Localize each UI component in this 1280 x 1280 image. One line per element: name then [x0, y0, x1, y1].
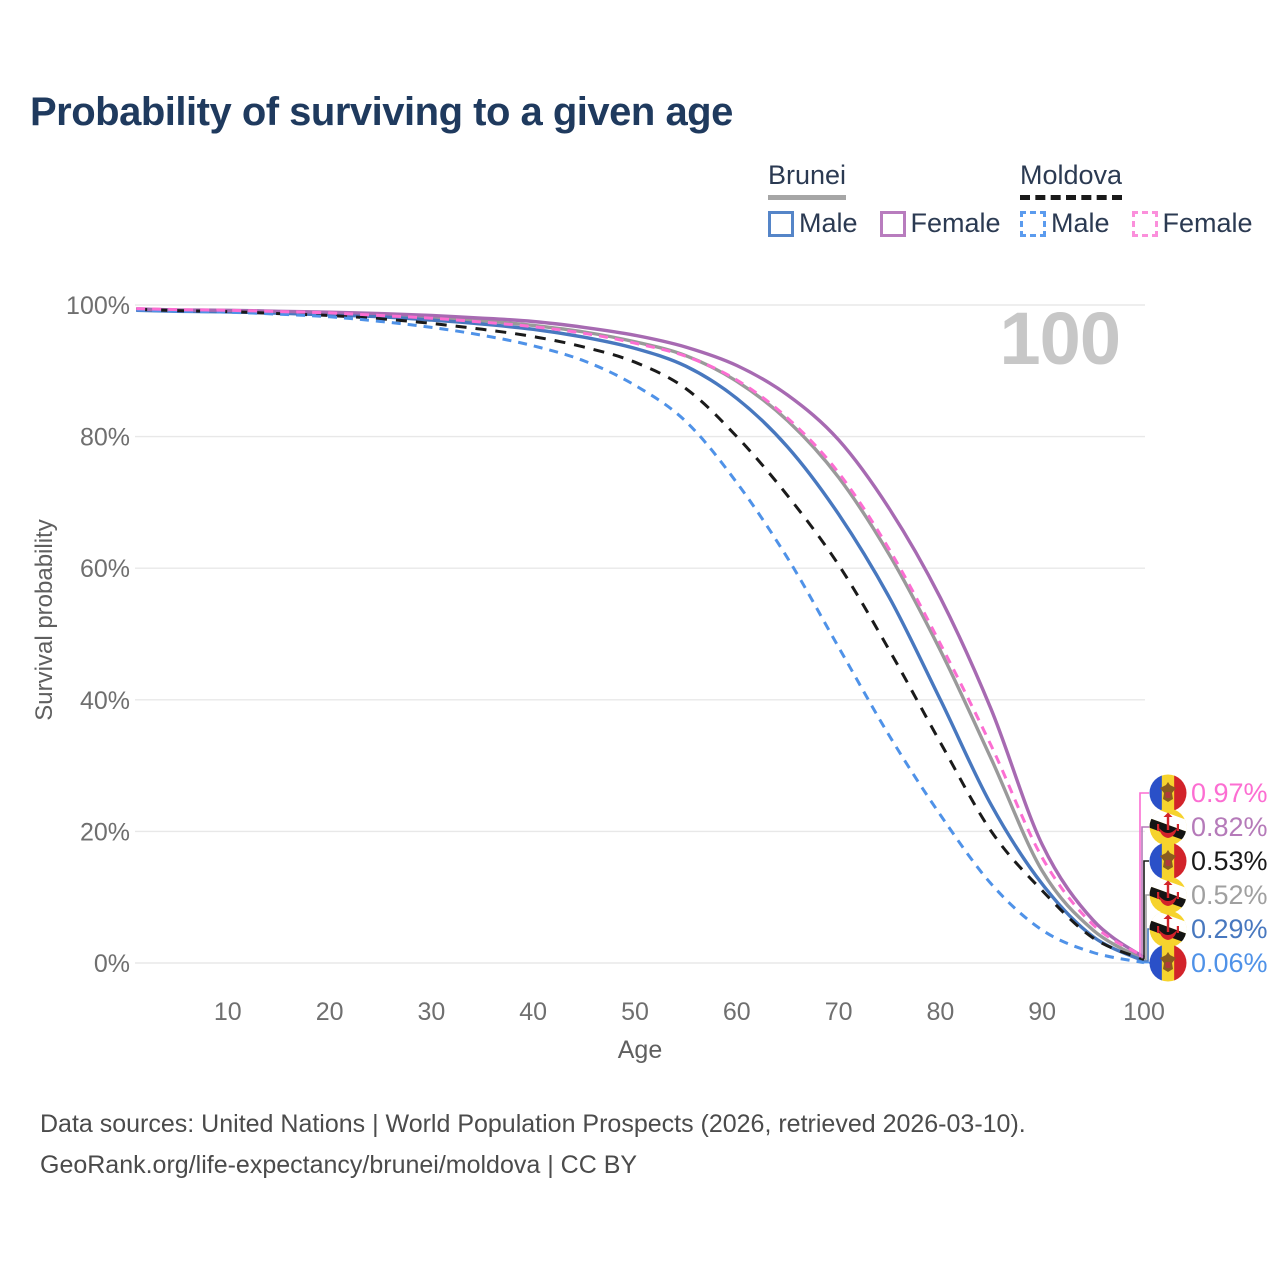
- y-tick-label-80: 80%: [80, 424, 130, 452]
- x-axis-title: Age: [617, 1036, 663, 1064]
- x-tick-label-20: 20: [316, 998, 344, 1026]
- legend-item-brunei-male[interactable]: Male: [768, 208, 858, 239]
- legend-item-label: Male: [1051, 208, 1110, 238]
- end-label-value-brunei-female: 0.82%: [1191, 812, 1268, 842]
- series-line-moldova-male[interactable]: [136, 308, 1145, 965]
- end-label-value-moldova-both: 0.53%: [1191, 846, 1268, 876]
- end-label-connector-brunei-both: [1144, 894, 1149, 961]
- x-tick-label-80: 80: [926, 998, 954, 1026]
- legend-item-moldova-female[interactable]: Female: [1131, 208, 1253, 239]
- end-label-connector-moldova-both: [1143, 860, 1149, 960]
- legend-group-moldova: Moldova Male Female: [1020, 160, 1253, 239]
- legend-swatch-moldova-male-icon: [1020, 210, 1046, 237]
- legend-items-brunei: Male Female: [768, 208, 1001, 239]
- legend-item-label: Female: [1162, 208, 1253, 238]
- footer-data-sources: Data sources: United Nations | World Pop…: [40, 1110, 1026, 1138]
- legend-swatch-brunei-female-icon: [879, 210, 906, 237]
- flag-brunei-icon: [1149, 910, 1187, 948]
- x-tick-label-30: 30: [417, 998, 445, 1026]
- x-tick-label-90: 90: [1028, 998, 1056, 1026]
- legend-group-brunei: Brunei Male Female: [768, 160, 1001, 239]
- age-counter-watermark: 100: [999, 297, 1121, 380]
- legend-item-brunei-female[interactable]: Female: [879, 208, 1001, 239]
- legend-items-moldova: Male Female: [1020, 208, 1253, 239]
- series-line-moldova-female[interactable]: [136, 307, 1145, 958]
- flag-brunei-icon: [1149, 876, 1187, 914]
- flag-moldova-icon: [1149, 842, 1187, 880]
- x-tick-label-60: 60: [723, 998, 751, 1026]
- x-tick-label-70: 70: [825, 998, 853, 1026]
- end-label-value-moldova-female: 0.97%: [1191, 778, 1268, 808]
- legend-item-moldova-male[interactable]: Male: [1020, 208, 1110, 239]
- legend-country-moldova[interactable]: Moldova: [1020, 160, 1123, 200]
- end-label-connector-brunei-female: [1141, 826, 1149, 959]
- x-tick-label-50: 50: [621, 998, 649, 1026]
- end-label-value-brunei-male: 0.29%: [1191, 914, 1268, 944]
- series-line-brunei-female[interactable]: [136, 307, 1146, 959]
- legend-item-label: Female: [910, 208, 1001, 238]
- page-title: Probability of surviving to a given age: [30, 90, 733, 134]
- x-tick-label-40: 40: [519, 998, 547, 1026]
- flag-moldova-icon: [1149, 944, 1187, 982]
- end-label-value-moldova-male: 0.06%: [1191, 948, 1268, 978]
- legend-swatch-moldova-female-icon: [1131, 210, 1158, 237]
- x-tick-label-10: 10: [214, 998, 242, 1026]
- end-label-value-brunei-both: 0.52%: [1191, 880, 1268, 910]
- flag-moldova-icon: [1149, 774, 1187, 812]
- y-tick-label-20: 20%: [80, 818, 130, 846]
- series-line-brunei-male[interactable]: [136, 308, 1145, 963]
- series-line-brunei-both[interactable]: [136, 307, 1145, 962]
- y-axis-title: Survival probability: [31, 519, 58, 721]
- footer-attribution: GeoRank.org/life-expectancy/brunei/moldo…: [40, 1151, 638, 1179]
- footer: Data sources: United Nations | World Pop…: [40, 1104, 1026, 1186]
- x-tick-label-100: 100: [1123, 998, 1165, 1026]
- legend-item-label: Male: [799, 208, 858, 238]
- series-line-moldova-both[interactable]: [136, 307, 1145, 961]
- legend-swatch-brunei-male-icon: [768, 210, 794, 237]
- y-tick-label-100: 100%: [66, 292, 130, 320]
- end-label-connector-brunei-male: [1144, 928, 1149, 962]
- legend: Brunei Male Female Moldova Male: [0, 0, 1280, 250]
- legend-country-brunei[interactable]: Brunei: [768, 160, 847, 200]
- flag-brunei-icon: [1149, 808, 1187, 846]
- y-tick-label-40: 40%: [80, 687, 130, 715]
- y-tick-label-60: 60%: [80, 555, 130, 583]
- y-tick-label-0: 0%: [94, 950, 130, 978]
